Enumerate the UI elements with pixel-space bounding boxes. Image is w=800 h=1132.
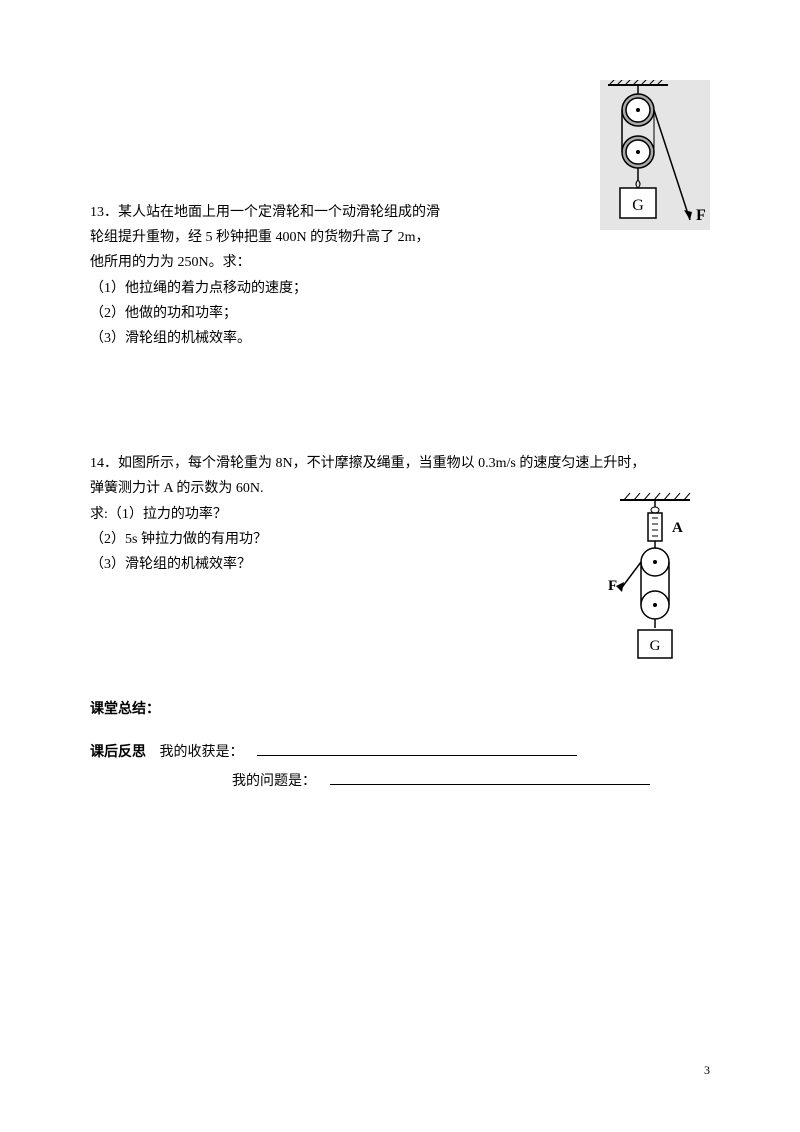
- gain-fill-line: [257, 740, 577, 756]
- problem-13-sub2: （2）他做的功和功率；: [90, 301, 710, 326]
- page-number: 3: [704, 1060, 710, 1082]
- problem-13-sub1: （1）他拉绳的着力点移动的速度；: [90, 276, 710, 301]
- problem-14-line1: 14．如图所示，每个滑轮重为 8N，不计摩擦及绳重，当重物以 0.3m/s 的速…: [90, 451, 710, 476]
- reflect-label: 课后反思: [90, 745, 146, 760]
- question-fill-line: [330, 769, 650, 785]
- label-a-14: A: [672, 520, 683, 536]
- figure-problem-13: G F: [600, 80, 710, 230]
- label-g-13: G: [632, 197, 644, 214]
- gain-label: 我的收获是：: [160, 745, 244, 760]
- problem-13-sub3: （3）滑轮组的机械效率。: [90, 326, 710, 351]
- label-g-14: G: [650, 638, 661, 654]
- label-f-14: F: [608, 578, 617, 594]
- figure-problem-14: A F G: [600, 490, 700, 670]
- summary-section: 课堂总结： 课后反思 我的收获是： 我的问题是：: [90, 697, 710, 795]
- question-label: 我的问题是：: [232, 774, 316, 789]
- label-f-13: F: [696, 207, 706, 224]
- summary-title: 课堂总结：: [90, 697, 710, 722]
- problem-13-line3: 他所用的力为 250N。求：: [90, 250, 710, 275]
